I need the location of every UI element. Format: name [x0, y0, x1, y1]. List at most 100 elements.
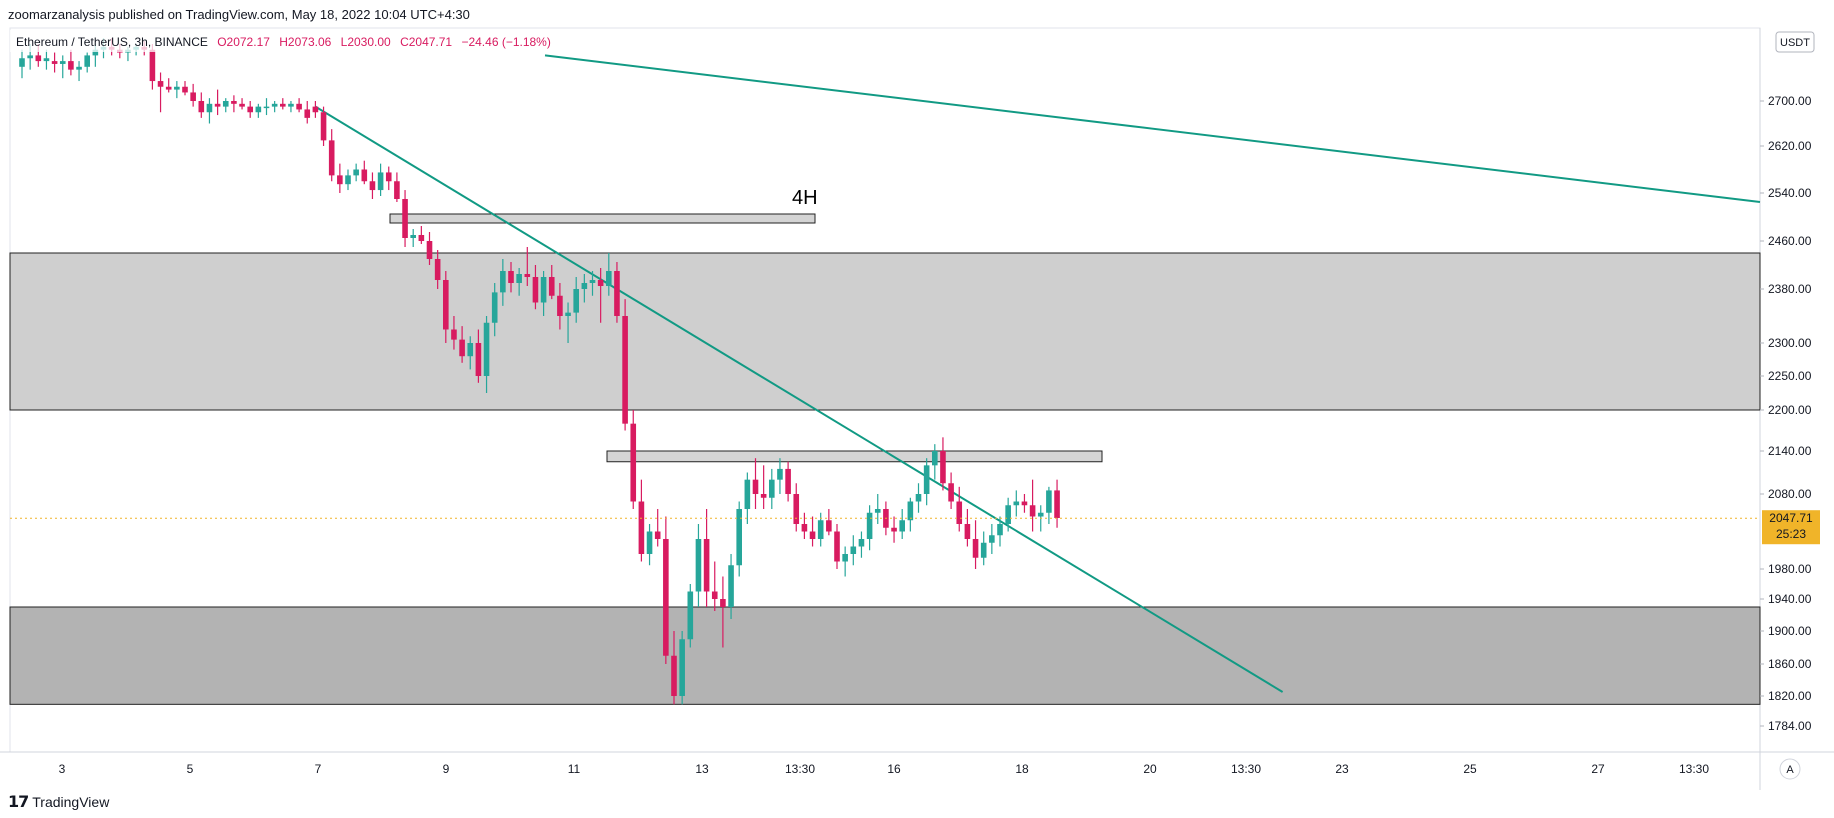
trendlines[interactable]	[314, 54, 1761, 693]
candle-body	[271, 103, 278, 107]
price-tick-label: 1940.00	[1768, 592, 1812, 606]
candle-body	[548, 277, 555, 296]
svg-text:Ethereum / TetherUS, 3h, BINAN: Ethereum / TetherUS, 3h, BINANCE O2072.1…	[16, 35, 551, 49]
candle-body	[459, 339, 465, 357]
price-axis[interactable]: 2700.00 2620.00 2540.00 2460.00 2380.00 2300.…	[1760, 94, 1812, 733]
candle-body	[434, 259, 441, 280]
auto-scale-button[interactable]: A	[1779, 758, 1801, 780]
price-tick-label: 2200.00	[1768, 403, 1812, 417]
time-tick-label: 16	[887, 762, 901, 776]
legend-close: C2047.71	[400, 35, 452, 49]
candle-body	[540, 277, 547, 303]
price-tick-label: 2460.00	[1768, 234, 1812, 248]
currency-selector[interactable]: USDT	[1775, 31, 1815, 53]
candle-body	[516, 274, 522, 283]
time-axis[interactable]: 3 5 7 9 11 13 13:30 16 18 20 13:30 23 25 27 13:30	[59, 762, 1710, 776]
candle-body	[508, 271, 514, 283]
time-tick-label: 13:30	[1679, 762, 1709, 776]
candle-body	[907, 501, 914, 521]
candle-body	[467, 343, 474, 357]
candle-body	[206, 103, 213, 113]
candle-body	[940, 451, 946, 484]
candle-body	[663, 539, 669, 656]
candle-body	[565, 312, 571, 316]
candle-body	[785, 468, 791, 494]
candle-body	[296, 103, 302, 110]
candle-body	[84, 55, 90, 67]
descending-trendline[interactable]	[314, 105, 1284, 693]
legend-change: −24.46 (−1.18%)	[461, 35, 550, 49]
candle-body	[353, 169, 359, 176]
candle-body	[948, 483, 954, 502]
candle-body	[385, 172, 392, 182]
candle-body	[606, 271, 612, 286]
candle-body	[752, 479, 759, 494]
candle-body	[1013, 501, 1020, 506]
candle-body	[866, 512, 873, 539]
time-tick-label: 11	[568, 762, 581, 776]
price-tick-label: 2700.00	[1768, 94, 1812, 108]
candle-body	[614, 271, 620, 316]
candle-body	[475, 343, 482, 376]
candle-body	[736, 509, 742, 566]
last-price-value: 2047.71	[1769, 511, 1813, 525]
candle-body	[597, 280, 604, 286]
candle-body	[92, 49, 99, 56]
candle-body	[997, 524, 1003, 536]
candle-body	[27, 55, 33, 59]
last-price-badge: 2047.71 25:23	[1762, 510, 1820, 545]
candle-body	[695, 539, 702, 592]
auto-scale-label: A	[1786, 764, 1794, 776]
candle-body	[288, 103, 294, 107]
candle-body	[1029, 505, 1036, 517]
candle-body	[182, 86, 188, 93]
candle-body	[654, 531, 661, 539]
time-tick-label: 5	[187, 762, 194, 776]
candle-body	[68, 61, 74, 70]
candle-body	[850, 546, 857, 554]
candle-body	[247, 106, 253, 113]
candle-body	[980, 542, 987, 558]
legend-open: O2072.17	[217, 35, 270, 49]
price-tick-label: 2300.00	[1768, 336, 1812, 350]
time-tick-label: 23	[1335, 762, 1349, 776]
resistance-zone	[9, 252, 1761, 411]
legend-symbol: Ethereum / TetherUS, 3h, BINANCE	[16, 35, 208, 49]
candle-body	[174, 86, 180, 90]
price-chart[interactable]: 4H Ethereum / TetherUS, 3h, BINANCE O207…	[0, 0, 1834, 790]
candle-body	[43, 58, 50, 62]
upper-trendline[interactable]	[544, 54, 1761, 203]
candle-body	[402, 199, 408, 238]
candle-body	[451, 329, 457, 340]
candle-body	[622, 316, 628, 424]
time-tick-label: 25	[1463, 762, 1477, 776]
legend-high: H2073.06	[279, 35, 331, 49]
candle-body	[214, 103, 221, 107]
candle-body	[646, 531, 653, 554]
candle-body	[320, 112, 327, 141]
candle-body	[809, 531, 816, 539]
candle-body	[964, 524, 971, 539]
footer-brand: TradingView	[32, 794, 110, 810]
candle-body	[500, 271, 506, 293]
candle-body	[222, 101, 229, 107]
price-tick-label: 1820.00	[1768, 689, 1812, 703]
candle-body	[801, 524, 808, 532]
legend-low: L2030.00	[341, 35, 391, 49]
candle-body	[369, 181, 376, 191]
candle-countdown: 25:23	[1776, 527, 1806, 541]
time-tick-label: 13:30	[1231, 762, 1261, 776]
candle-body	[760, 494, 767, 498]
candle-body	[793, 494, 800, 524]
candle-body	[377, 172, 384, 191]
time-tick-label: 20	[1143, 762, 1157, 776]
candle-body	[361, 169, 368, 182]
candle-body	[532, 277, 539, 303]
candle-body	[720, 599, 726, 607]
candle-body	[842, 554, 848, 562]
price-tick-label: 2250.00	[1768, 369, 1812, 383]
price-tick-label: 2140.00	[1768, 444, 1812, 458]
candle-body	[35, 55, 42, 62]
candle-body	[557, 295, 563, 316]
candle-body	[255, 106, 262, 113]
